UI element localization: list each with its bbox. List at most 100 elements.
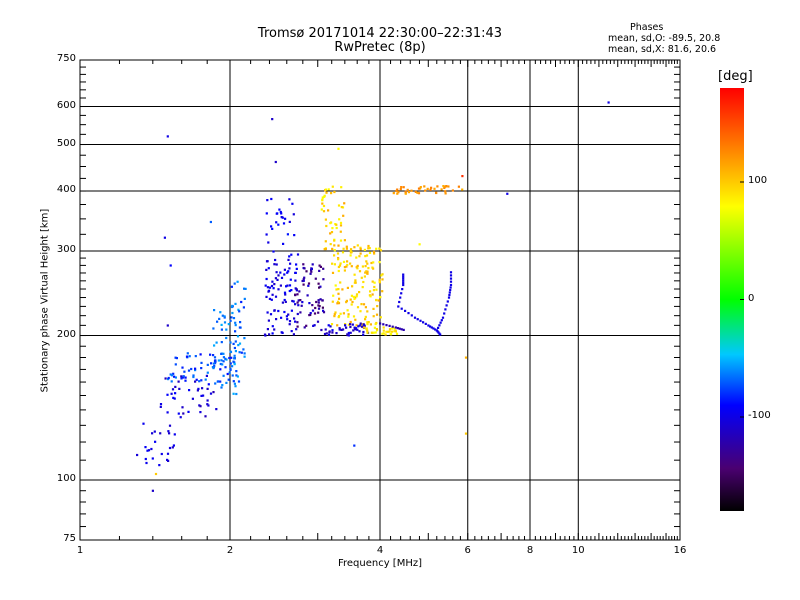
data-point — [224, 357, 227, 360]
data-point — [449, 274, 453, 277]
data-point — [324, 218, 327, 221]
data-point — [159, 405, 162, 408]
data-point — [354, 296, 357, 299]
data-point — [402, 281, 405, 284]
data-point — [308, 302, 311, 305]
data-point — [400, 307, 403, 310]
phases-heading: Phases — [630, 22, 664, 33]
data-point — [318, 269, 321, 272]
data-point — [233, 282, 236, 285]
data-point — [365, 254, 369, 257]
data-point — [367, 247, 370, 250]
data-point — [506, 192, 509, 195]
data-point — [435, 191, 438, 194]
data-point — [270, 225, 273, 228]
data-point — [382, 326, 385, 329]
data-point — [401, 288, 404, 291]
data-point — [297, 299, 300, 302]
data-point — [142, 422, 145, 425]
data-point — [315, 300, 318, 304]
data-point — [303, 276, 306, 279]
data-point — [215, 341, 218, 344]
data-point — [404, 192, 407, 195]
data-point — [301, 279, 304, 283]
data-point — [329, 325, 332, 328]
data-point — [388, 324, 391, 327]
data-point — [270, 284, 274, 288]
data-point — [265, 268, 268, 271]
data-point — [354, 318, 357, 321]
data-point — [366, 321, 369, 324]
grid-lines — [80, 60, 680, 540]
data-point — [285, 315, 288, 318]
data-point — [371, 293, 374, 296]
data-point — [352, 295, 355, 298]
data-point — [305, 324, 308, 327]
data-point — [206, 399, 209, 402]
data-point — [286, 318, 289, 321]
data-point — [363, 248, 366, 251]
data-point — [444, 192, 447, 195]
data-point — [288, 198, 291, 201]
data-point — [426, 187, 429, 190]
data-point — [296, 321, 299, 324]
data-point — [244, 287, 247, 290]
data-point — [153, 430, 156, 433]
data-point — [233, 363, 236, 366]
data-point — [206, 363, 209, 366]
data-point — [331, 300, 334, 303]
data-point — [180, 375, 183, 378]
data-point — [381, 278, 384, 281]
data-point — [294, 287, 297, 290]
data-point — [228, 371, 231, 374]
data-point — [280, 276, 284, 279]
data-point — [378, 261, 381, 264]
data-point — [384, 333, 387, 336]
data-point — [279, 210, 282, 214]
data-point — [324, 240, 327, 243]
data-point — [329, 222, 332, 225]
data-point — [338, 327, 341, 330]
data-point — [404, 309, 407, 312]
data-point — [437, 326, 440, 329]
data-point — [387, 330, 390, 333]
data-point — [235, 370, 238, 373]
data-point — [271, 293, 274, 296]
data-point — [234, 350, 237, 353]
data-point — [324, 328, 327, 331]
data-point — [231, 311, 234, 315]
data-point — [288, 255, 291, 258]
data-point — [219, 311, 222, 314]
data-point — [290, 330, 293, 333]
data-point — [213, 344, 216, 347]
data-point — [607, 101, 610, 104]
y-tick-label: 300 — [56, 244, 76, 255]
data-point — [269, 313, 273, 316]
data-point — [375, 328, 378, 331]
data-point — [333, 190, 336, 194]
data-point — [220, 323, 223, 326]
data-point — [271, 332, 274, 335]
data-point — [207, 383, 210, 386]
data-point — [267, 289, 271, 292]
data-point — [320, 328, 323, 332]
data-point — [370, 261, 373, 265]
data-point — [335, 288, 338, 291]
data-point — [349, 323, 352, 326]
data-point — [302, 283, 305, 286]
data-point — [264, 284, 267, 287]
data-point — [274, 295, 278, 298]
data-point — [433, 187, 436, 190]
data-point — [373, 326, 376, 329]
data-point — [309, 312, 312, 315]
data-point — [185, 355, 189, 358]
data-point — [295, 289, 298, 292]
data-point — [172, 396, 175, 399]
data-point — [333, 244, 336, 247]
data-point — [271, 325, 274, 328]
data-point — [182, 376, 185, 379]
data-point — [288, 320, 292, 323]
data-point — [332, 294, 335, 297]
data-point — [416, 318, 419, 321]
